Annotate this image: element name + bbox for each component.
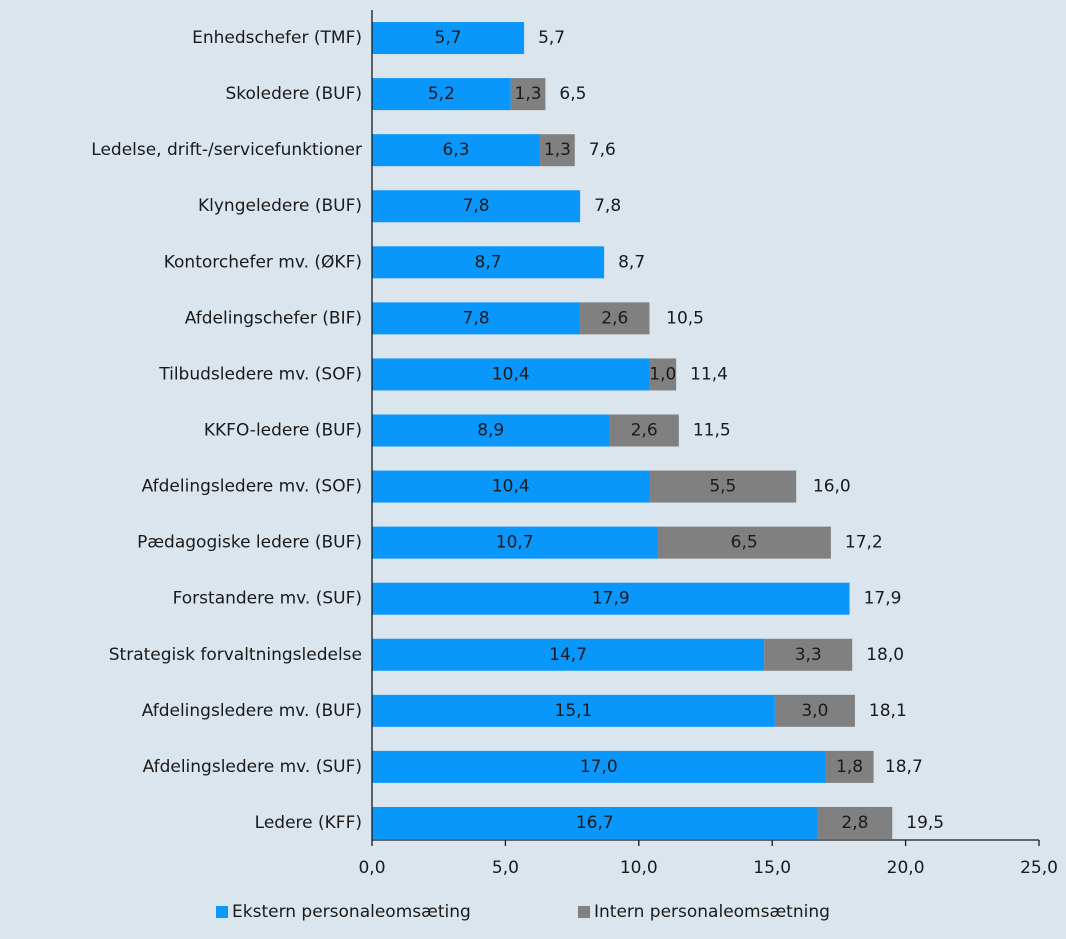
total-label: 18,1 [869,701,907,721]
bar-segment [372,78,511,111]
total-label: 5,7 [538,28,565,48]
legend-label: Ekstern personaleomsæting [232,902,471,922]
bar-segment [372,22,525,55]
y-tick-label: Ledere (KFF) [255,813,362,833]
x-tick-label: 20,0 [887,858,925,878]
bar-segment [372,638,765,671]
bar-segment [372,582,850,615]
x-tick-label: 10,0 [620,858,658,878]
bar-segment [372,414,610,447]
bar-segment [657,526,831,559]
value-label: 1,3 [544,140,571,160]
y-tick-label: Skoledere (BUF) [226,84,363,104]
value-label: 16,7 [576,813,614,833]
value-label: 1,0 [649,364,676,384]
total-label: 18,7 [885,757,923,777]
value-label: 7,8 [463,196,490,216]
x-tick-label: 0,0 [358,858,385,878]
bar-segment [372,750,826,783]
value-label: 17,9 [592,589,630,609]
bar-segment [764,638,853,671]
y-tick-label: Enhedschefer (TMF) [192,28,362,48]
bar-segment [817,806,893,839]
y-tick-label: Pædagogiske ledere (BUF) [137,533,362,553]
value-label: 2,8 [841,813,868,833]
bar-segment [649,358,677,391]
y-tick-label: Afdelingsledere mv. (BUF) [142,701,362,721]
value-label: 15,1 [555,701,593,721]
value-label: 1,3 [515,84,542,104]
total-label: 7,6 [589,140,616,160]
legend-swatch [216,906,228,918]
bar-segment [609,414,679,447]
legend-label: Intern personaleomsætning [594,902,830,922]
total-label: 19,5 [906,813,944,833]
y-tick-label: Kontorchefer mv. (ØKF) [164,252,362,272]
y-tick-label: Ledelse, drift-/servicefunktioner [91,140,362,160]
bar-segment [372,470,650,503]
total-label: 8,7 [618,252,645,272]
bar-segment [372,134,541,167]
value-label: 8,7 [475,252,502,272]
y-tick-label: Tilbudsledere mv. (SOF) [158,364,362,384]
y-tick-label: KKFO-ledere (BUF) [204,421,362,441]
y-tick-label: Strategisk forvaltningsledelse [109,645,362,665]
y-tick-label: Klyngeledere (BUF) [198,196,362,216]
total-label: 18,0 [866,645,904,665]
total-label: 6,5 [559,84,586,104]
value-label: 17,0 [580,757,618,777]
x-tick-label: 25,0 [1020,858,1058,878]
value-label: 3,0 [801,701,828,721]
x-tick-label: 5,0 [492,858,519,878]
bar-segment [580,302,650,335]
value-label: 2,6 [601,308,628,328]
total-label: 7,8 [594,196,621,216]
y-tick-label: Forstandere mv. (SUF) [173,589,362,609]
value-label: 7,8 [463,308,490,328]
total-label: 16,0 [813,477,851,497]
bar-segment [510,78,546,111]
value-label: 10,4 [492,477,530,497]
bar-segment [372,302,581,335]
bar-segment [372,190,581,223]
value-label: 1,8 [836,757,863,777]
value-label: 5,2 [428,84,455,104]
bar-segment [372,358,650,391]
bar-segment [372,806,818,839]
value-label: 2,6 [631,421,658,441]
value-label: 10,7 [496,533,534,553]
bar-segment [372,246,605,279]
bar-segment [372,526,658,559]
total-label: 17,9 [864,589,902,609]
legend-swatch [578,906,590,918]
value-label: 5,7 [435,28,462,48]
value-label: 3,3 [795,645,822,665]
value-label: 5,5 [709,477,736,497]
value-label: 6,5 [731,533,758,553]
y-tick-label: Afdelingschefer (BIF) [185,308,362,328]
value-label: 8,9 [477,421,504,441]
value-label: 10,4 [492,364,530,384]
total-label: 17,2 [845,533,883,553]
x-tick-label: 15,0 [753,858,791,878]
total-label: 11,5 [693,421,731,441]
value-label: 6,3 [443,140,470,160]
total-label: 11,4 [690,364,728,384]
y-tick-label: Afdelingsledere mv. (SUF) [143,757,362,777]
bar-segment [540,134,575,167]
bar-segment [649,470,797,503]
value-label: 14,7 [549,645,587,665]
bar-segment [825,750,874,783]
bar-segment [372,694,775,727]
y-tick-label: Afdelingsledere mv. (SOF) [142,477,362,497]
total-label: 10,5 [666,308,704,328]
bar-segment [774,694,855,727]
